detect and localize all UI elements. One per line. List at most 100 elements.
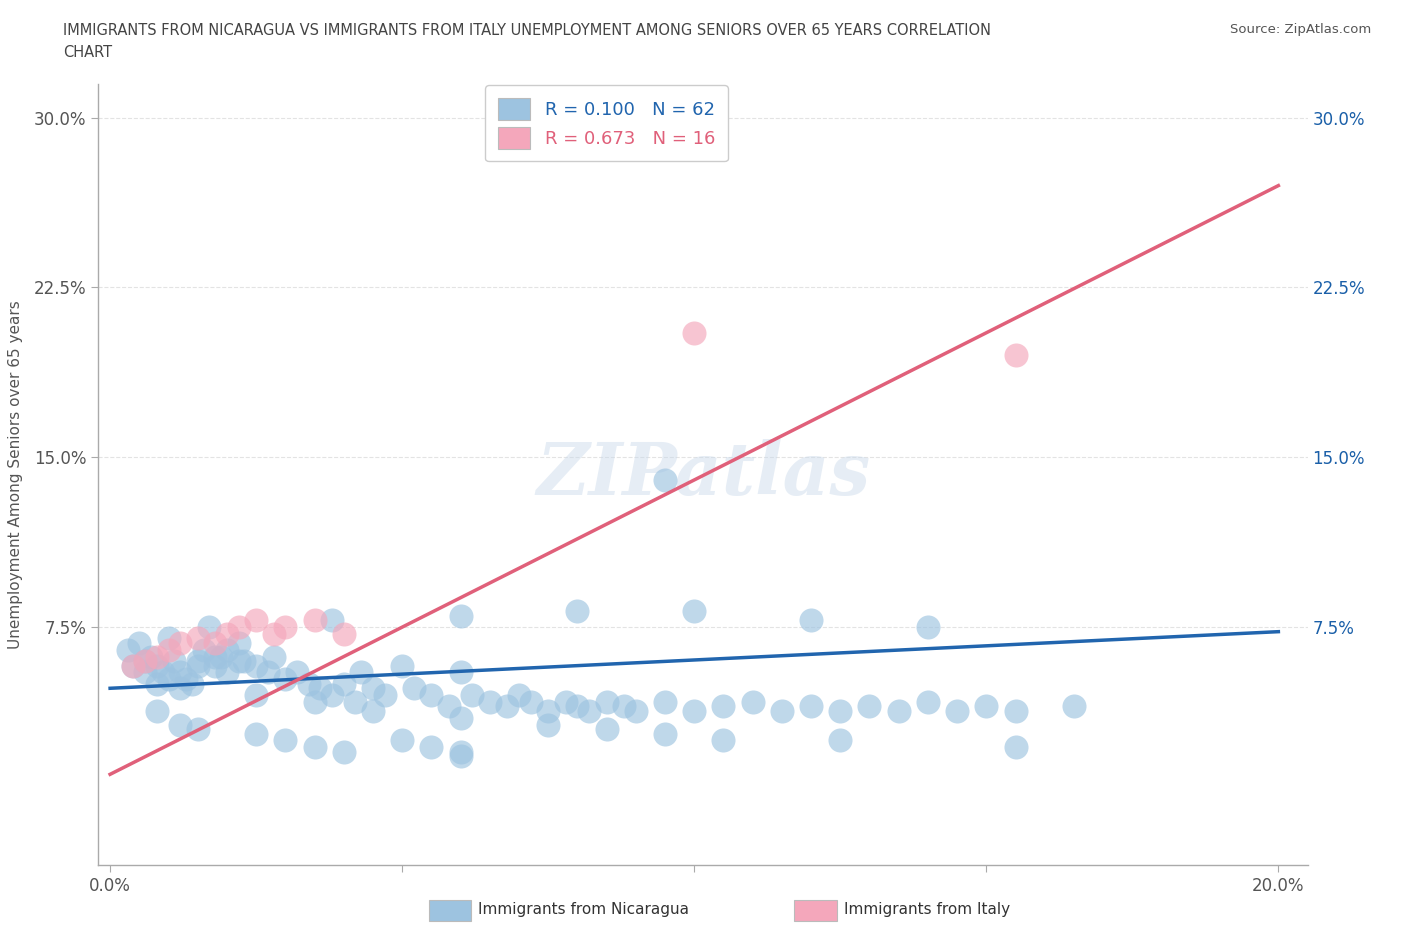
Point: [554, 695, 576, 710]
Point: [654, 472, 676, 487]
Point: [245, 613, 267, 628]
Point: [204, 658, 226, 673]
Point: [830, 733, 852, 748]
Point: [193, 643, 215, 658]
Point: [187, 631, 209, 646]
Point: [209, 649, 232, 664]
Point: [304, 695, 326, 710]
Point: [215, 627, 238, 642]
Point: [567, 699, 589, 714]
Point: [361, 681, 384, 696]
Text: Immigrants from Nicaragua: Immigrants from Nicaragua: [478, 902, 689, 917]
Text: Source: ZipAtlas.com: Source: ZipAtlas.com: [1230, 23, 1371, 36]
Point: [595, 722, 617, 737]
Point: [654, 695, 676, 710]
Point: [321, 687, 343, 702]
Point: [461, 687, 484, 702]
Point: [228, 635, 250, 650]
Point: [713, 699, 735, 714]
Point: [519, 695, 541, 710]
Point: [508, 687, 530, 702]
Point: [263, 627, 285, 642]
Point: [152, 665, 174, 680]
Point: [157, 631, 180, 646]
Point: [198, 619, 221, 634]
Point: [263, 649, 285, 664]
Point: [402, 681, 425, 696]
Point: [391, 658, 413, 673]
Point: [946, 703, 969, 718]
Point: [204, 649, 226, 664]
Point: [1063, 699, 1085, 714]
Point: [450, 608, 472, 623]
Point: [917, 619, 939, 634]
Point: [298, 676, 321, 691]
Point: [215, 665, 238, 680]
Point: [304, 613, 326, 628]
Point: [537, 717, 560, 732]
Point: [169, 635, 191, 650]
Point: [496, 699, 519, 714]
Point: [344, 695, 367, 710]
Point: [450, 744, 472, 759]
Point: [332, 676, 354, 691]
Point: [256, 665, 278, 680]
Point: [770, 703, 793, 718]
Point: [332, 744, 354, 759]
Point: [613, 699, 636, 714]
Point: [180, 676, 202, 691]
Point: [391, 733, 413, 748]
Point: [215, 643, 238, 658]
Point: [146, 703, 169, 718]
Point: [274, 619, 297, 634]
Text: CHART: CHART: [63, 45, 112, 60]
Point: [361, 703, 384, 718]
Point: [567, 604, 589, 618]
Point: [169, 717, 191, 732]
Point: [974, 699, 997, 714]
Point: [245, 687, 267, 702]
Point: [157, 671, 180, 686]
Point: [537, 703, 560, 718]
Y-axis label: Unemployment Among Seniors over 65 years: Unemployment Among Seniors over 65 years: [8, 300, 22, 649]
Point: [134, 654, 156, 669]
Text: Immigrants from Italy: Immigrants from Italy: [844, 902, 1010, 917]
Point: [450, 665, 472, 680]
Point: [624, 703, 647, 718]
Point: [128, 635, 150, 650]
Point: [245, 658, 267, 673]
Point: [274, 671, 297, 686]
Point: [321, 613, 343, 628]
Point: [450, 749, 472, 764]
Point: [304, 739, 326, 754]
Legend: R = 0.100   N = 62, R = 0.673   N = 16: R = 0.100 N = 62, R = 0.673 N = 16: [485, 85, 727, 162]
Point: [285, 665, 308, 680]
Point: [1004, 739, 1026, 754]
Point: [274, 733, 297, 748]
Point: [887, 703, 910, 718]
Point: [1004, 348, 1026, 363]
Point: [139, 649, 162, 664]
Point: [478, 695, 501, 710]
Point: [163, 654, 186, 669]
Point: [134, 654, 156, 669]
Point: [830, 703, 852, 718]
Point: [187, 654, 209, 669]
Point: [683, 326, 706, 340]
Point: [146, 676, 169, 691]
Point: [595, 695, 617, 710]
Point: [146, 649, 169, 664]
Point: [169, 665, 191, 680]
Point: [187, 722, 209, 737]
Point: [374, 687, 396, 702]
Point: [917, 695, 939, 710]
Text: IMMIGRANTS FROM NICARAGUA VS IMMIGRANTS FROM ITALY UNEMPLOYMENT AMONG SENIORS OV: IMMIGRANTS FROM NICARAGUA VS IMMIGRANTS …: [63, 23, 991, 38]
Point: [228, 619, 250, 634]
Point: [450, 711, 472, 725]
Point: [713, 733, 735, 748]
Point: [578, 703, 600, 718]
Point: [174, 671, 197, 686]
Point: [245, 726, 267, 741]
Text: ZIPatlas: ZIPatlas: [536, 439, 870, 510]
Point: [1004, 703, 1026, 718]
